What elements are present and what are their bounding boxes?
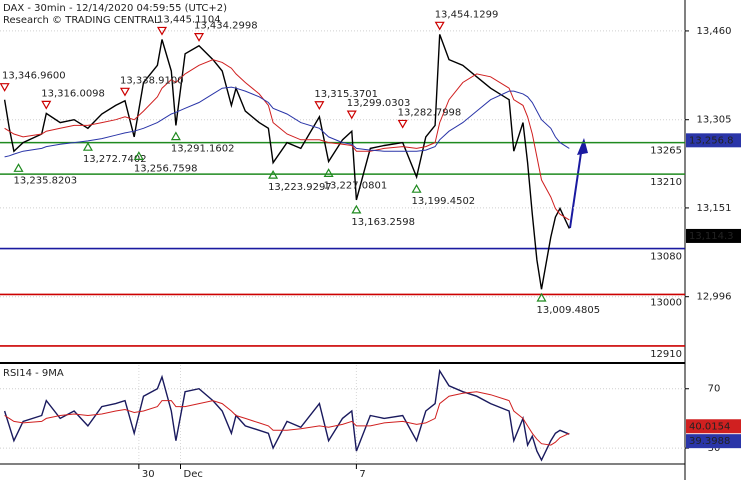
- price-badge-label: 39.3988: [689, 436, 730, 447]
- high-marker: [119, 87, 130, 97]
- high-marker: [397, 119, 408, 129]
- y-tick-label: 13,460: [697, 26, 732, 37]
- annotation-label: 13,316.0098: [41, 88, 105, 99]
- x-tick-label: 7: [359, 469, 365, 480]
- low-marker: [536, 292, 547, 302]
- price-badge: [686, 419, 741, 434]
- level-label: 13000: [650, 297, 682, 308]
- low-marker: [170, 131, 181, 141]
- series-line: [3, 368, 570, 462]
- annotation-label: 13,291.1602: [171, 144, 235, 155]
- low-marker: [323, 168, 334, 177]
- annotation-label: 13,235.8203: [14, 175, 78, 186]
- price-badge: [686, 133, 741, 148]
- annotation-label: 13,256.7598: [134, 163, 198, 174]
- low-marker: [13, 163, 24, 172]
- x-tick-label: 30: [142, 469, 155, 480]
- series-line: [4, 59, 570, 221]
- y-tick-label: 70: [708, 384, 721, 395]
- projection-arrow: [569, 145, 583, 229]
- high-marker: [41, 100, 52, 110]
- annotation-label: 13,199.4502: [412, 196, 476, 207]
- price-badge: [686, 434, 741, 449]
- low-marker: [411, 183, 422, 193]
- annotation-label: 13,315.3701: [314, 89, 378, 100]
- level-label: 13080: [650, 252, 682, 263]
- series-line: [4, 86, 570, 158]
- y-tick-label: 30: [708, 443, 721, 454]
- price-badge: [686, 228, 741, 243]
- chart-subtitle: Research © TRADING CENTRAL: [3, 15, 160, 26]
- level-label: 13265: [650, 146, 682, 157]
- low-marker: [133, 151, 144, 160]
- level-label: 12910: [650, 349, 682, 360]
- chart-title: DAX - 30min - 12/14/2020 04:59:55 (UTC+2…: [3, 3, 227, 14]
- high-marker: [193, 33, 205, 42]
- annotation-label: 13,445.1104: [157, 14, 221, 25]
- annotation-label: 13,338.9100: [120, 75, 184, 86]
- y-tick-label: 12,996: [697, 292, 732, 303]
- annotation-label: 13,282.7998: [398, 107, 462, 118]
- y-tick-label: 13,151: [697, 203, 732, 214]
- x-tick-label: Dec: [184, 469, 203, 480]
- high-marker: [346, 110, 357, 120]
- annotation-label: 13,454.1299: [435, 9, 499, 20]
- price-badge-label: 13,114.3: [689, 231, 734, 242]
- projection-arrow-head: [577, 138, 588, 155]
- y-tick-label: 13,305: [697, 115, 732, 126]
- annotation-label: 13,299.0303: [347, 98, 411, 109]
- price-badge-label: 13,256.8: [689, 135, 734, 146]
- annotation-label: 13,434.2998: [194, 21, 258, 32]
- high-marker: [434, 21, 445, 31]
- high-marker: [0, 83, 10, 92]
- annotation-label: 13,163.2598: [351, 217, 415, 228]
- low-marker: [82, 141, 93, 151]
- chart-title: RSI14 - 9MA: [3, 368, 64, 379]
- annotation-label: 13,346.9600: [2, 71, 66, 82]
- annotation-label: 13,227.0801: [324, 180, 388, 191]
- annotation-label: 13,272.7402: [83, 154, 147, 165]
- annotation-label: 13,223.9297: [268, 182, 332, 193]
- low-marker: [268, 169, 279, 179]
- annotation-label: 13,009.4805: [537, 305, 601, 316]
- series-line: [4, 391, 570, 446]
- series-line: [3, 34, 570, 290]
- level-label: 13210: [650, 177, 682, 188]
- high-marker: [314, 101, 325, 110]
- high-marker: [156, 26, 168, 36]
- low-marker: [351, 204, 362, 214]
- price-badge-label: 40.0154: [689, 421, 730, 432]
